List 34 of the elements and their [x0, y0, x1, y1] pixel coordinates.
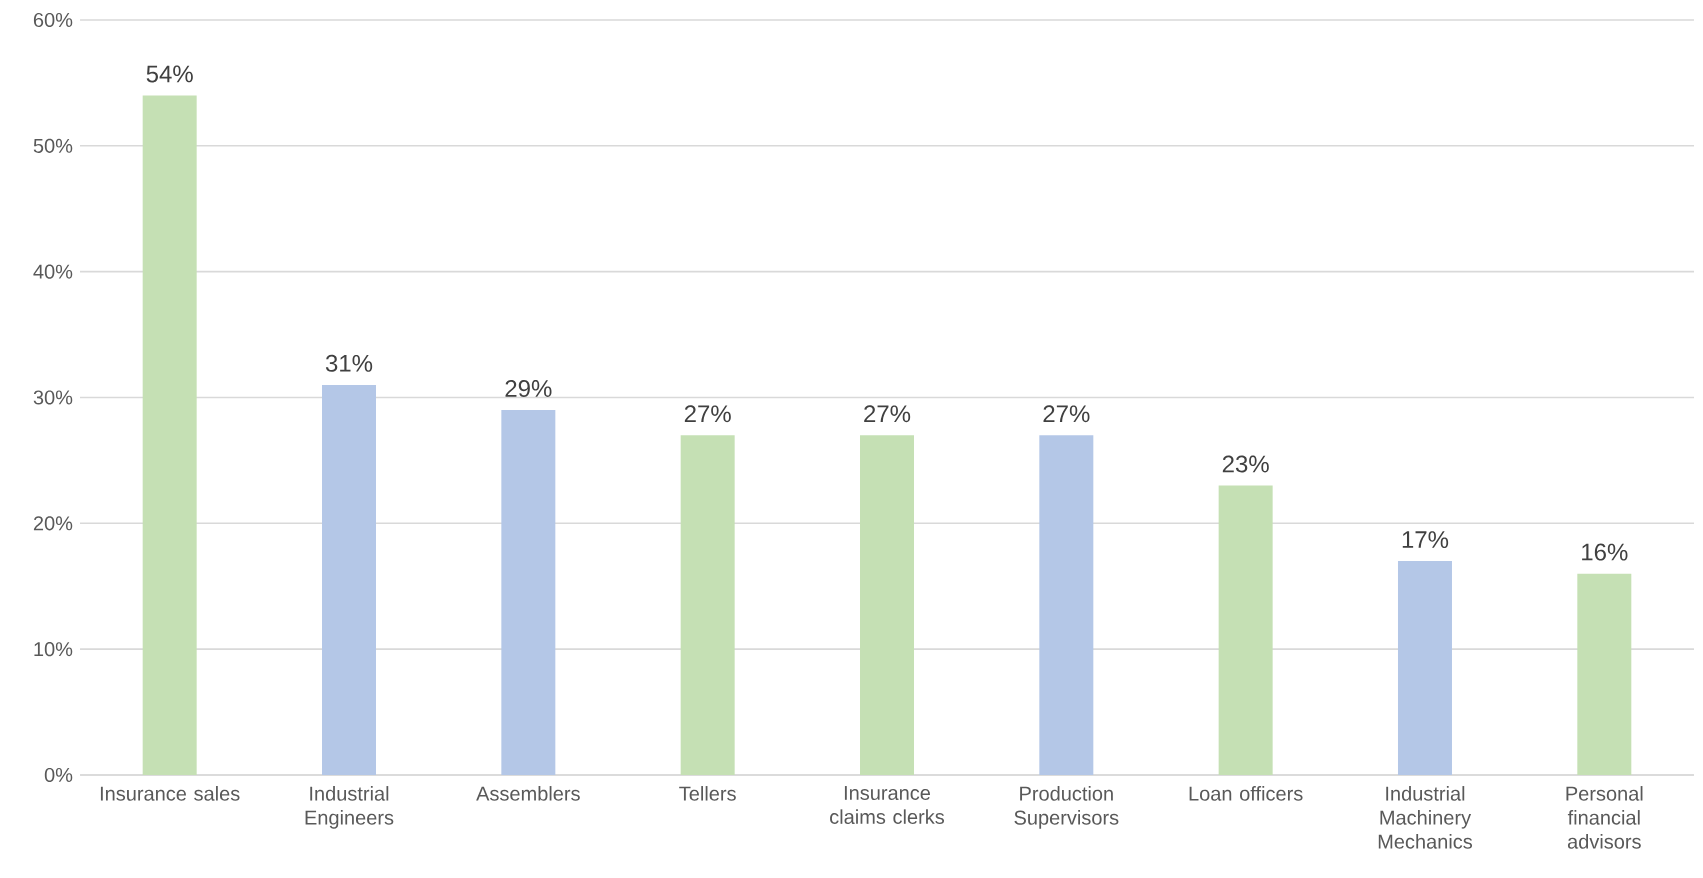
y-tick-label: 60% [33, 12, 73, 28]
data-label: 23% [1222, 455, 1269, 473]
data-label: 27% [864, 405, 911, 423]
data-label: 16% [1582, 543, 1628, 561]
y-tick-label: 0% [44, 767, 73, 783]
x-tick-label: Production Supervisors [1014, 786, 1119, 829]
y-tick-label: 10% [34, 642, 73, 657]
bar [501, 410, 556, 775]
x-tick-label: Industrial Engineers [305, 786, 394, 829]
data-label: 54% [146, 65, 193, 83]
bar [1397, 561, 1452, 775]
bar [1218, 485, 1273, 775]
x-tick-label: Industrial Machinery Mechanics [1378, 786, 1473, 849]
y-tick-label: 20% [33, 516, 73, 531]
data-label: 29% [505, 380, 552, 397]
y-tick-label: 40% [33, 264, 73, 279]
x-tick-label: Assemblers [476, 786, 580, 801]
x-tick-label: Personal financial advisors [1566, 786, 1643, 849]
data-label: 31% [325, 354, 373, 372]
y-tick-label: 50% [33, 138, 73, 153]
data-label: 27% [684, 405, 731, 423]
bar [1039, 435, 1094, 775]
x-tick-label: Insurance claims clerks [830, 786, 945, 824]
y-tick-label: 30% [33, 390, 73, 405]
x-tick-label: Insurance sales [100, 786, 240, 801]
bar [322, 384, 377, 775]
bar [680, 435, 735, 775]
x-tick-label: Tellers [679, 786, 736, 801]
bar [142, 95, 197, 775]
bar [1577, 573, 1632, 775]
x-tick-label: Loan officers [1189, 786, 1303, 801]
data-label: 17% [1402, 531, 1449, 548]
data-label: 27% [1043, 405, 1090, 423]
bar [859, 435, 914, 775]
